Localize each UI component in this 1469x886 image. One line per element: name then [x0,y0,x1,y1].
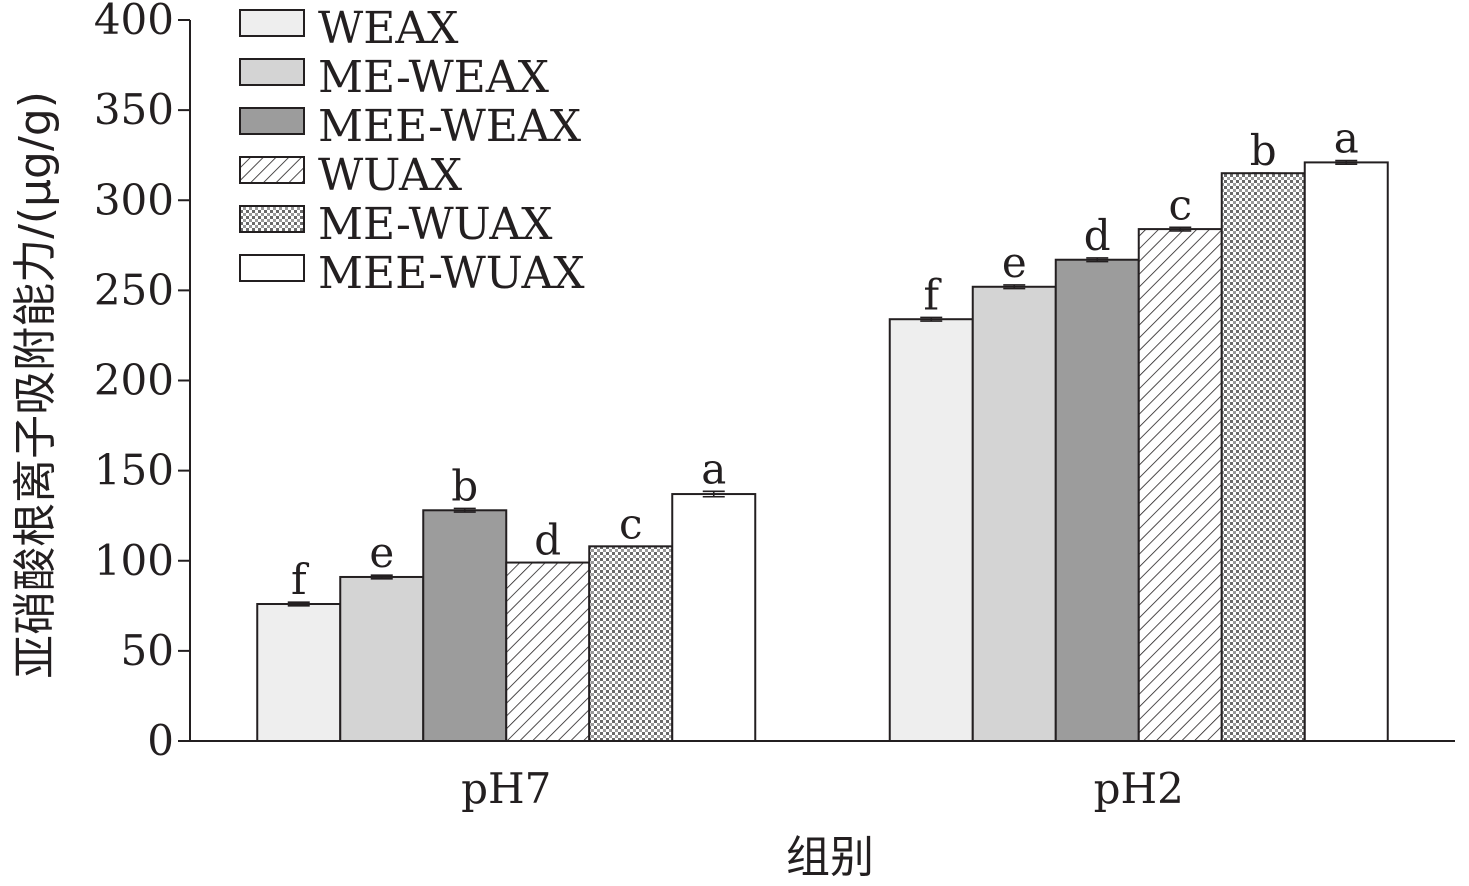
significance-letter: c [619,499,643,548]
y-tick-label: 250 [94,265,174,314]
bar [1137,228,1223,742]
significance-letter: e [369,528,394,577]
legend-swatch [239,254,305,282]
bar [971,285,1057,742]
y-tick-label: 0 [147,716,174,765]
legend-label: WUAX [318,150,463,201]
significance-letter: b [451,461,478,510]
x-tick-label: pH7 [461,764,551,813]
y-tick-label: 350 [94,85,174,134]
x-tick-label: pH2 [1094,764,1184,813]
error-bar-layer [287,159,1358,607]
y-tick-label: 50 [121,626,174,675]
significance-letter: d [1084,211,1111,260]
bar [1303,161,1389,742]
significance-letter: a [701,444,726,493]
legend-swatch [239,9,305,37]
bar [671,493,757,742]
bar [339,575,425,742]
legend-swatch [239,156,305,184]
significance-letter: a [1334,114,1359,163]
bar [422,509,508,742]
bar [1220,172,1306,742]
bar [1054,258,1140,742]
legend-swatch [239,107,305,135]
x-axis-label: 组别 [786,832,874,883]
y-tick-label: 200 [94,356,174,405]
legend-label: WEAX [318,3,459,54]
y-axis-ticks: 0 50 100 150 200 250 300 350 400 [94,0,190,765]
y-axis-label: 亚硝酸根离子吸附能力/(μg/g) [10,91,61,679]
legend-label: MEE-WEAX [318,101,582,152]
y-tick-label: 100 [94,536,174,585]
significance-letter: b [1250,126,1277,175]
legend-label: ME-WUAX [318,199,553,250]
y-tick-label: 150 [94,446,174,495]
significance-letter: c [1168,180,1192,229]
legend-label: MEE-WUAX [318,248,585,299]
bar [588,545,674,743]
bar-layer [256,161,1389,743]
significance-letter: d [534,516,561,565]
bar [256,603,342,743]
bar [888,318,974,742]
legend-label: ME-WEAX [318,52,550,103]
significance-letter: f [923,270,942,319]
significance-letter-layer: f e b d c a f e d c b a [291,114,1359,605]
x-axis-categories: pH7 pH2 [461,764,1184,813]
legend-swatch [239,205,305,233]
y-tick-label: 400 [94,0,174,44]
y-tick-label: 300 [94,175,174,224]
bar [505,561,591,742]
legend-swatch [239,58,305,86]
significance-letter: f [291,555,310,604]
significance-letter: e [1002,238,1027,287]
